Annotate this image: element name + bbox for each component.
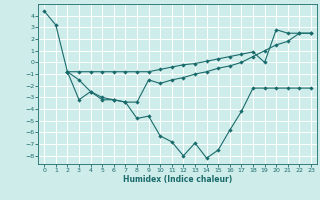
X-axis label: Humidex (Indice chaleur): Humidex (Indice chaleur): [123, 175, 232, 184]
